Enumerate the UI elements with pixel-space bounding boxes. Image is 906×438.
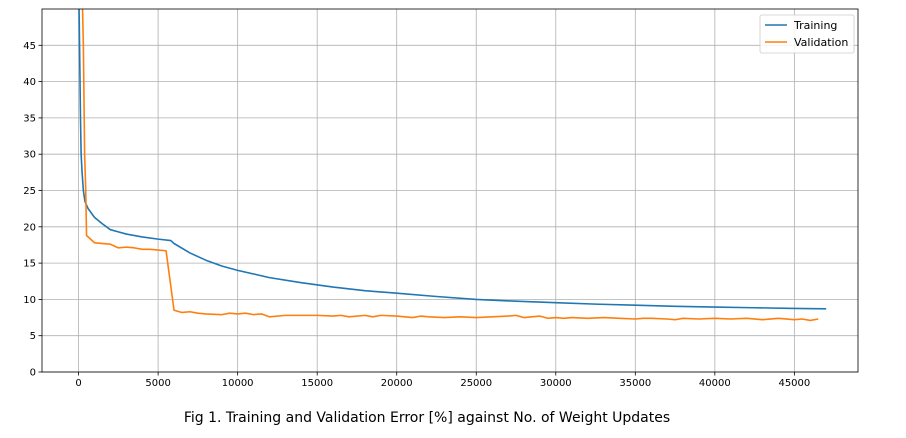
- x-tick-label: 10000: [222, 378, 254, 389]
- x-tick-label: 0: [75, 378, 81, 389]
- y-tick-label: 20: [23, 222, 36, 233]
- x-tick-label: 35000: [619, 378, 651, 389]
- x-tick-label: 20000: [381, 378, 413, 389]
- y-tick-label: 35: [23, 113, 36, 124]
- legend-label-training: Training: [793, 19, 837, 32]
- y-tick-label: 5: [30, 331, 36, 342]
- y-tick-label: 45: [23, 41, 36, 52]
- x-tick-label: 15000: [301, 378, 333, 389]
- y-tick-label: 25: [23, 186, 36, 197]
- x-tick-label: 30000: [540, 378, 572, 389]
- legend: Training Validation: [759, 14, 855, 54]
- legend-label-validation: Validation: [794, 36, 848, 49]
- y-tick-label: 10: [23, 295, 36, 306]
- y-tick-label: 15: [23, 259, 36, 270]
- y-tick-label: 0: [30, 368, 36, 379]
- series-line-training: [78, 9, 827, 310]
- x-tick-label: 45000: [778, 378, 810, 389]
- x-tick-label: 5000: [145, 378, 170, 389]
- axis-ticks: 0 5000 10000 15000 20000 25000 30000 35000 40000…: [23, 41, 810, 389]
- y-tick-label: 40: [23, 77, 36, 88]
- x-tick-label: 40000: [699, 378, 731, 389]
- series-line-validation: [81, 9, 819, 322]
- series-layer: [78, 9, 827, 322]
- x-tick-label: 25000: [460, 378, 492, 389]
- y-tick-label: 30: [23, 150, 36, 161]
- figure-caption: Fig 1. Training and Validation Error [%]…: [183, 410, 671, 426]
